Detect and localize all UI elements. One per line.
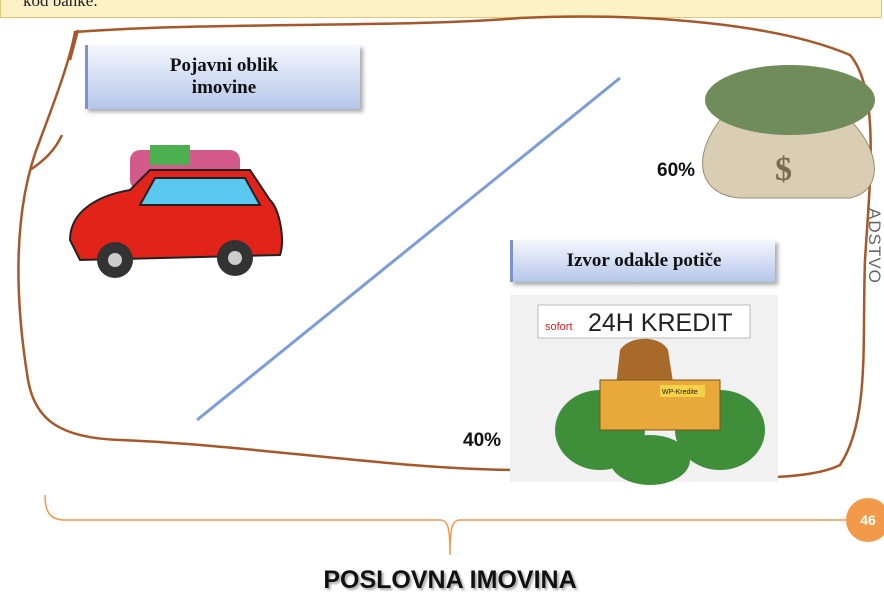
label-box: Izvor odakle potiče (510, 240, 775, 282)
image-text: sofort (545, 321, 573, 333)
bracket (45, 495, 868, 555)
car-illustration (70, 145, 282, 278)
image-text: WP-Kredite (662, 389, 698, 396)
credit-illustration: sofort 24H KREDIT WP-Kredite (510, 295, 778, 485)
page-number: 46 (846, 498, 884, 542)
slide: kod banke. $ sofort 24H KREDIT WP-Kredit… (0, 0, 884, 593)
percentage: 40% (463, 430, 501, 452)
svg-text:$: $ (775, 151, 792, 188)
money-bag-illustration: $ (703, 65, 875, 198)
box-label: Pojavni oblik imovine (139, 55, 309, 99)
side-text: ADSTVO (864, 208, 884, 284)
percentage: 60% (657, 160, 695, 182)
image-text: 24H KREDIT (588, 309, 732, 337)
box-label: Izvor odakle potiče (567, 250, 722, 272)
footer-title: POSLOVNA IMOVINA (0, 566, 884, 595)
label-box: Pojavni oblik imovine (85, 45, 360, 109)
